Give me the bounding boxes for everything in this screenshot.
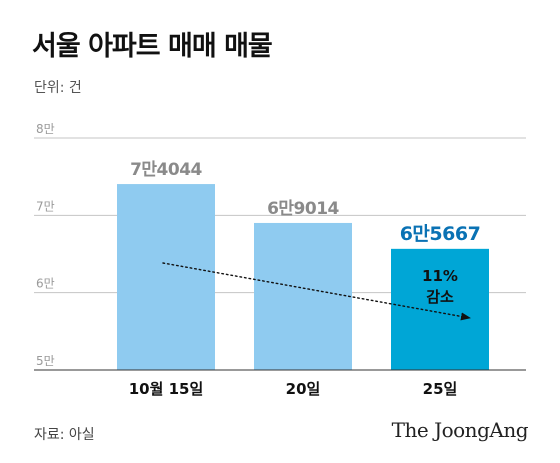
y-tick-label: 5만 (36, 354, 55, 368)
x-tick-label: 10월 15일 (129, 380, 204, 398)
x-tick-label: 25일 (423, 380, 458, 398)
x-tick-label: 20일 (286, 380, 321, 398)
trend-arrow (162, 262, 471, 321)
annotation-percent: 11% (422, 267, 458, 285)
data-label: 6만9014 (267, 199, 339, 219)
unit-label: 단위: 건 (34, 80, 82, 96)
chart-title: 서울 아파트 매매 매물 (32, 31, 273, 62)
y-tick-label: 7만 (36, 199, 55, 213)
source-label: 자료: 아실 (34, 427, 95, 443)
annotation-decrease: 감소 (426, 288, 454, 306)
bar (391, 248, 489, 370)
y-tick-label: 6만 (36, 277, 55, 291)
bar (117, 184, 215, 370)
data-label: 6만5667 (400, 223, 481, 245)
brand-logo: The JoongAng (391, 418, 529, 442)
data-label: 7만4044 (130, 160, 202, 180)
bar (254, 222, 352, 370)
y-tick-label: 8만 (36, 122, 55, 136)
